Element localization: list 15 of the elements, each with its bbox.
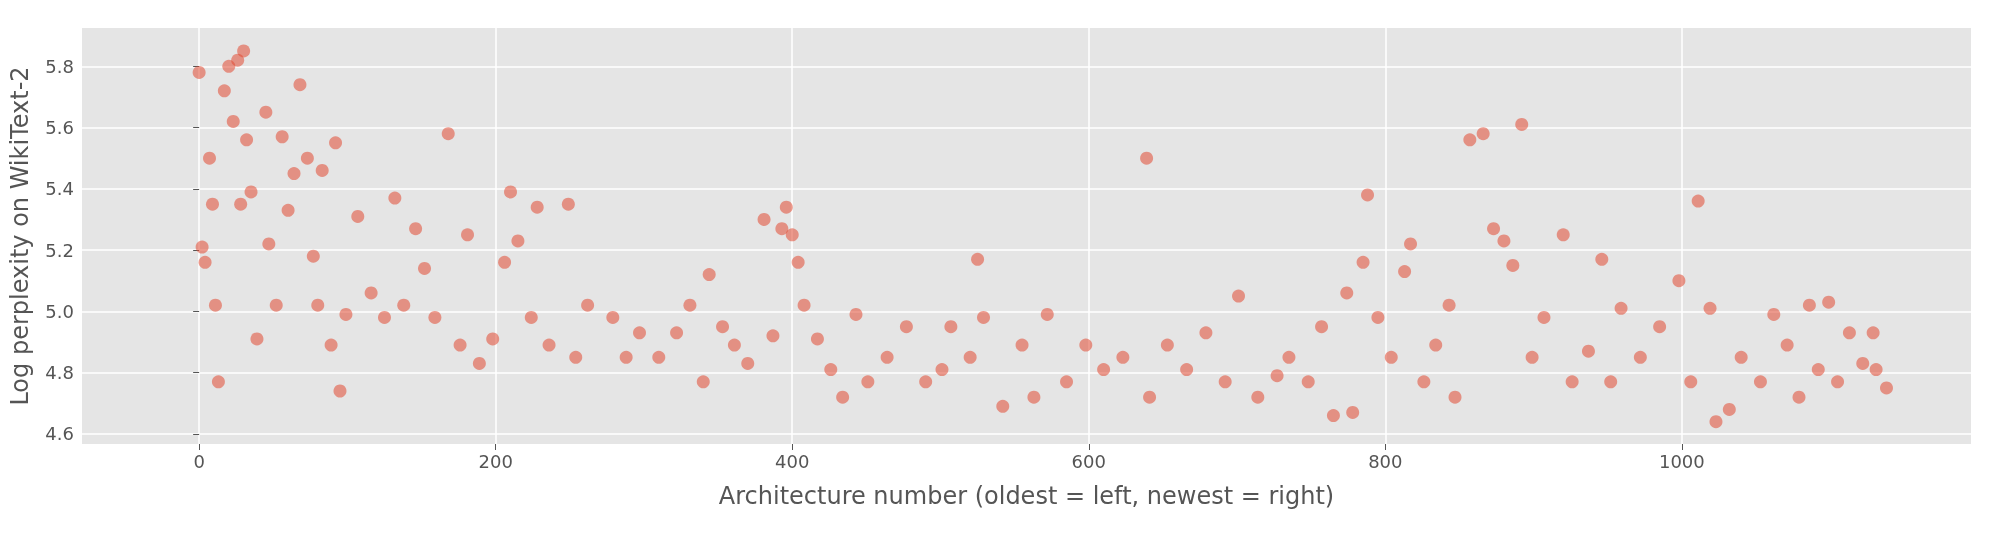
x-tick-label: 0	[193, 450, 205, 472]
x-tick-label: 800	[1368, 450, 1403, 472]
x-tick-label: 1000	[1658, 450, 1705, 472]
y-axis-title: Log perplexity on WikiText-2	[6, 66, 34, 406]
x-tick-label: 200	[478, 450, 513, 472]
y-tick-label: 5.2	[45, 239, 74, 261]
x-axis-title: Architecture number (oldest = left, newest = right)	[718, 482, 1335, 510]
y-tick-label: 5.4	[45, 178, 74, 200]
y-tick-label: 5.6	[45, 117, 74, 139]
y-tick-label: 5.0	[45, 300, 74, 322]
x-tick-label: 400	[775, 450, 810, 472]
x-tick-label: 600	[1071, 450, 1106, 472]
y-tick-label: 4.8	[45, 362, 74, 384]
y-tick-label: 5.8	[45, 55, 74, 77]
y-tick-label: 4.6	[45, 423, 74, 445]
